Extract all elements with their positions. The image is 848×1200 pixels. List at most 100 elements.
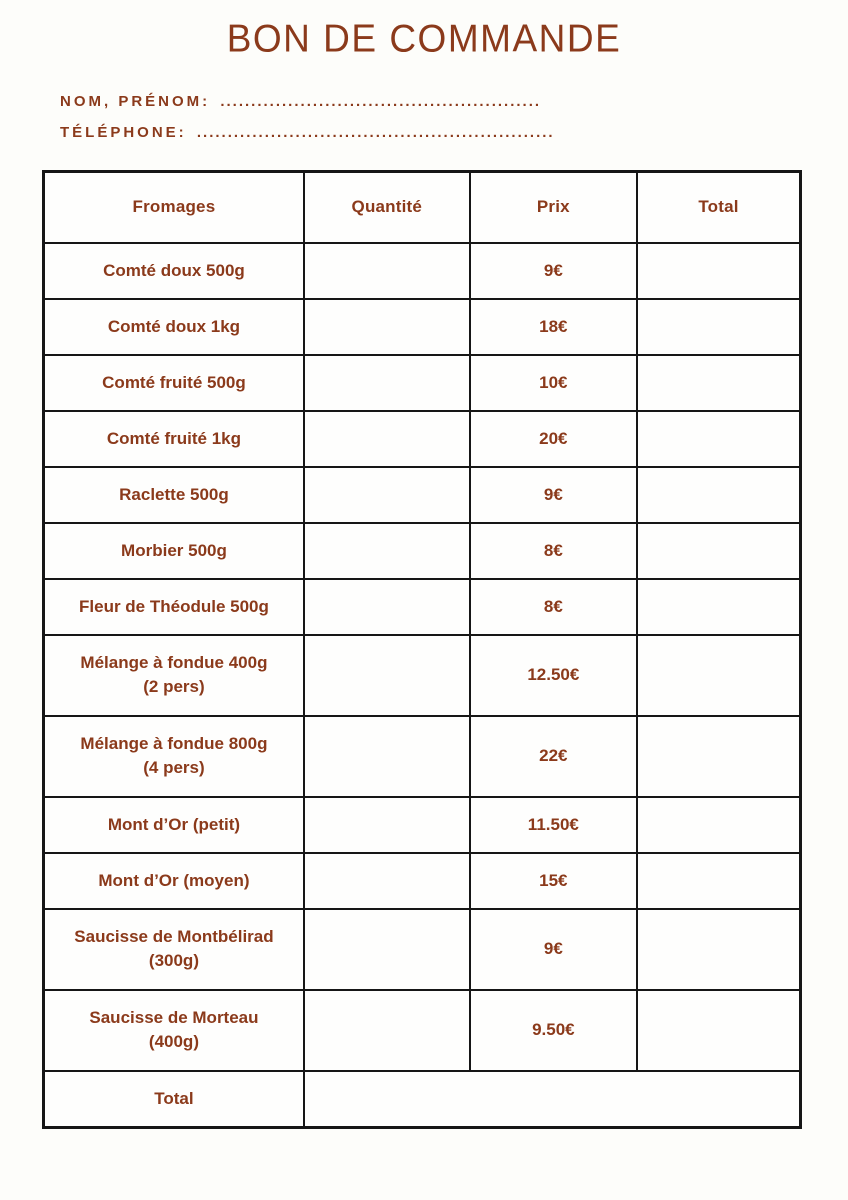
column-header-prix: Prix [468, 170, 638, 244]
column-header-fromages: Fromages [42, 170, 305, 244]
customer-fields: NOM, PRÉNOM: ...........................… [60, 86, 848, 148]
product-name: Saucisse de Montbélirad [74, 927, 274, 946]
product-name-cell: Comté fruité 500g [42, 353, 305, 412]
table-header-row: Fromages Quantité Prix Total [42, 170, 802, 244]
row-total-cell[interactable] [635, 907, 802, 991]
quantity-cell[interactable] [302, 907, 471, 991]
quantity-cell[interactable] [302, 633, 471, 717]
price-cell: 20€ [468, 409, 638, 468]
table-row: Comté fruité 500g 10€ [42, 353, 802, 412]
table-row: Saucisse de Montbélirad (300g) 9€ [42, 907, 802, 991]
column-header-quantite: Quantité [302, 170, 471, 244]
product-name-cell: Raclette 500g [42, 465, 305, 524]
quantity-cell[interactable] [302, 241, 471, 300]
product-name-cell: Mont d’Or (petit) [42, 795, 305, 854]
row-total-cell[interactable] [635, 633, 802, 717]
price-cell: 11.50€ [468, 795, 638, 854]
price-cell: 12.50€ [468, 633, 638, 717]
table-row: Morbier 500g 8€ [42, 521, 802, 580]
row-total-cell[interactable] [635, 795, 802, 854]
table-row: Mélange à fondue 800g (4 pers) 22€ [42, 714, 802, 798]
product-name-cell: Comté doux 1kg [42, 297, 305, 356]
table-row: Saucisse de Morteau (400g) 9.50€ [42, 988, 802, 1072]
product-name-cell: Comté fruité 1kg [42, 409, 305, 468]
product-name-line2: (4 pers) [143, 758, 205, 777]
quantity-cell[interactable] [302, 988, 471, 1072]
price-cell: 8€ [468, 577, 638, 636]
row-total-cell[interactable] [635, 409, 802, 468]
price-cell: 9€ [468, 465, 638, 524]
product-name-cell: Saucisse de Morteau (400g) [42, 988, 305, 1072]
name-field-line: NOM, PRÉNOM: ...........................… [60, 86, 680, 117]
price-cell: 18€ [468, 297, 638, 356]
phone-field-input[interactable]: ........................................… [196, 124, 555, 141]
product-name: Mélange à fondue 800g [80, 734, 268, 753]
page-title: BON DE COMMANDE [226, 16, 622, 60]
quantity-cell[interactable] [302, 795, 471, 854]
product-name: Saucisse de Morteau [89, 1008, 259, 1027]
product-name: Comté doux 1kg [107, 316, 241, 336]
price-cell: 8€ [468, 521, 638, 580]
row-total-cell[interactable] [635, 297, 802, 356]
table-row: Raclette 500g 9€ [42, 465, 802, 524]
quantity-cell[interactable] [302, 577, 471, 636]
price-cell: 10€ [468, 353, 638, 412]
quantity-cell[interactable] [302, 297, 471, 356]
row-total-cell[interactable] [635, 521, 802, 580]
order-table-body: Comté doux 500g 9€ Comté doux 1kg 18€ Co… [42, 241, 802, 1072]
quantity-cell[interactable] [302, 521, 471, 580]
quantity-cell[interactable] [302, 714, 471, 798]
total-value-cell[interactable] [302, 1069, 802, 1129]
price-cell: 9€ [468, 907, 638, 991]
product-name: Mont d’Or (petit) [107, 814, 241, 834]
row-total-cell[interactable] [635, 353, 802, 412]
table-row: Comté fruité 1kg 20€ [42, 409, 802, 468]
product-name-cell: Saucisse de Montbélirad (300g) [42, 907, 305, 991]
product-name: Comté doux 500g [103, 260, 245, 280]
name-field-label: NOM, PRÉNOM: [60, 93, 211, 110]
column-header-total: Total [635, 170, 802, 244]
product-name: Fleur de Théodule 500g [79, 596, 269, 616]
table-row: Comté doux 1kg 18€ [42, 297, 802, 356]
row-total-cell[interactable] [635, 465, 802, 524]
table-row: Comté doux 500g 9€ [42, 241, 802, 300]
product-name: Mont d’Or (moyen) [98, 870, 250, 890]
product-name: Comté fruité 500g [102, 372, 246, 392]
row-total-cell[interactable] [635, 851, 802, 910]
product-name: Morbier 500g [121, 540, 227, 560]
phone-field-label: TÉLÉPHONE: [60, 124, 187, 141]
price-cell: 9€ [468, 241, 638, 300]
row-total-cell[interactable] [635, 988, 802, 1072]
product-name-cell: Mont d’Or (moyen) [42, 851, 305, 910]
price-cell: 9.50€ [468, 988, 638, 1072]
product-name-cell: Morbier 500g [42, 521, 305, 580]
quantity-cell[interactable] [302, 465, 471, 524]
table-row: Mélange à fondue 400g (2 pers) 12.50€ [42, 633, 802, 717]
product-name: Mélange à fondue 400g [80, 653, 268, 672]
row-total-cell[interactable] [635, 577, 802, 636]
price-cell: 15€ [468, 851, 638, 910]
product-name-line2: (2 pers) [143, 677, 205, 696]
name-field-input[interactable]: ........................................… [220, 93, 542, 110]
product-name-cell: Mélange à fondue 400g (2 pers) [42, 633, 305, 717]
table-row: Mont d’Or (petit) 11.50€ [42, 795, 802, 854]
product-name-cell: Comté doux 500g [42, 241, 305, 300]
row-total-cell[interactable] [635, 241, 802, 300]
product-name-cell: Mélange à fondue 800g (4 pers) [42, 714, 305, 798]
order-table: Fromages Quantité Prix Total Comté doux … [42, 170, 802, 1129]
product-name-line2: (300g) [148, 951, 199, 970]
product-name-cell: Fleur de Théodule 500g [42, 577, 305, 636]
total-label-cell: Total [42, 1069, 305, 1129]
phone-field-line: TÉLÉPHONE: .............................… [60, 117, 680, 148]
quantity-cell[interactable] [302, 851, 471, 910]
price-cell: 22€ [468, 714, 638, 798]
table-row: Fleur de Théodule 500g 8€ [42, 577, 802, 636]
quantity-cell[interactable] [302, 409, 471, 468]
product-name: Comté fruité 1kg [106, 428, 242, 448]
row-total-cell[interactable] [635, 714, 802, 798]
total-row: Total [42, 1069, 802, 1129]
quantity-cell[interactable] [302, 353, 471, 412]
product-name: Raclette 500g [119, 484, 229, 504]
product-name-line2: (400g) [148, 1032, 199, 1051]
